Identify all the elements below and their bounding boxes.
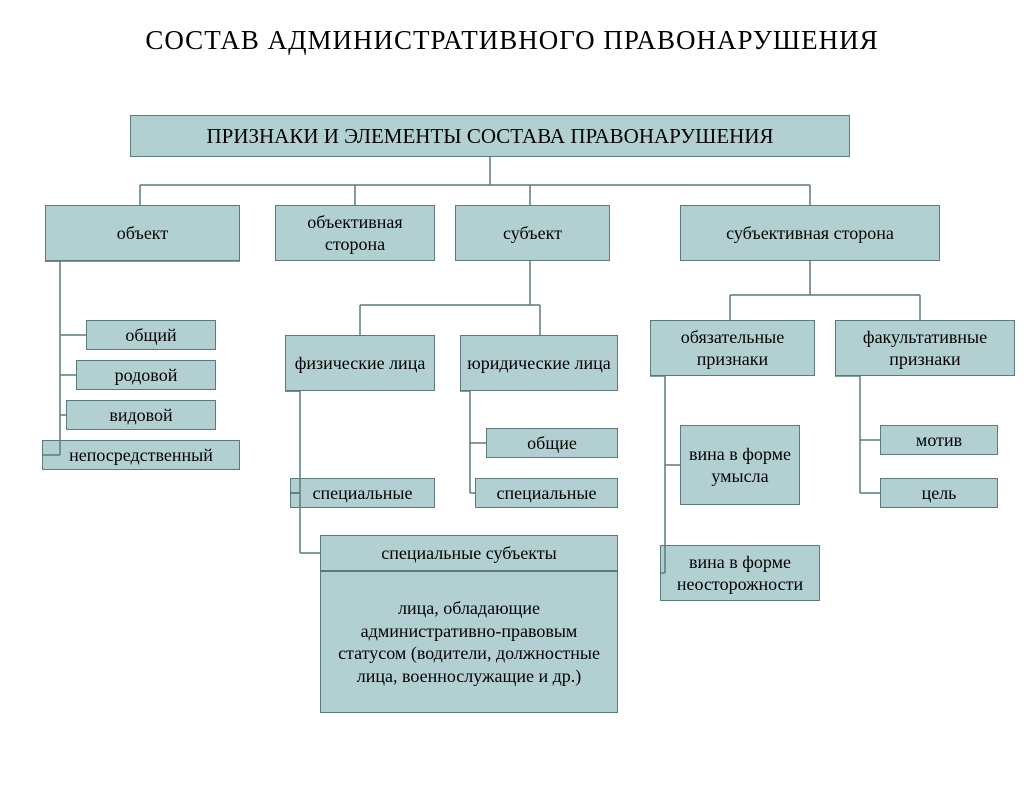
box-negligence: вина в форме неосторожности xyxy=(660,545,820,601)
box-objective-side: объективная сторона xyxy=(275,205,435,261)
box-object-common: общий xyxy=(86,320,216,350)
box-special-subjects-body: лица, обладающие административно-правовы… xyxy=(320,571,618,713)
box-subject: субъект xyxy=(455,205,610,261)
diagram-title: СОСТАВ АДМИНИСТРАТИВНОГО ПРАВОНАРУШЕНИЯ xyxy=(0,25,1024,56)
box-object-species: видовой xyxy=(66,400,216,430)
box-legal-entities: юридические лица xyxy=(460,335,618,391)
box-goal: цель xyxy=(880,478,998,508)
box-object-direct: непосредственный xyxy=(42,440,240,470)
box-subjective-side: субъективная сторона xyxy=(680,205,940,261)
box-special-subjects-header: специальные субъекты xyxy=(320,535,618,571)
box-mandatory: обязательные признаки xyxy=(650,320,815,376)
box-optional: факультативные признаки xyxy=(835,320,1015,376)
box-legal-special: специальные xyxy=(475,478,618,508)
box-legal-general: общие xyxy=(486,428,618,458)
box-object-generic: родовой xyxy=(76,360,216,390)
box-intent: вина в форме умысла xyxy=(680,425,800,505)
box-individuals: физические лица xyxy=(285,335,435,391)
box-object: объект xyxy=(45,205,240,261)
box-individual-special: специальные xyxy=(290,478,435,508)
root-box: ПРИЗНАКИ И ЭЛЕМЕНТЫ СОСТАВА ПРАВОНАРУШЕН… xyxy=(130,115,850,157)
box-motive: мотив xyxy=(880,425,998,455)
